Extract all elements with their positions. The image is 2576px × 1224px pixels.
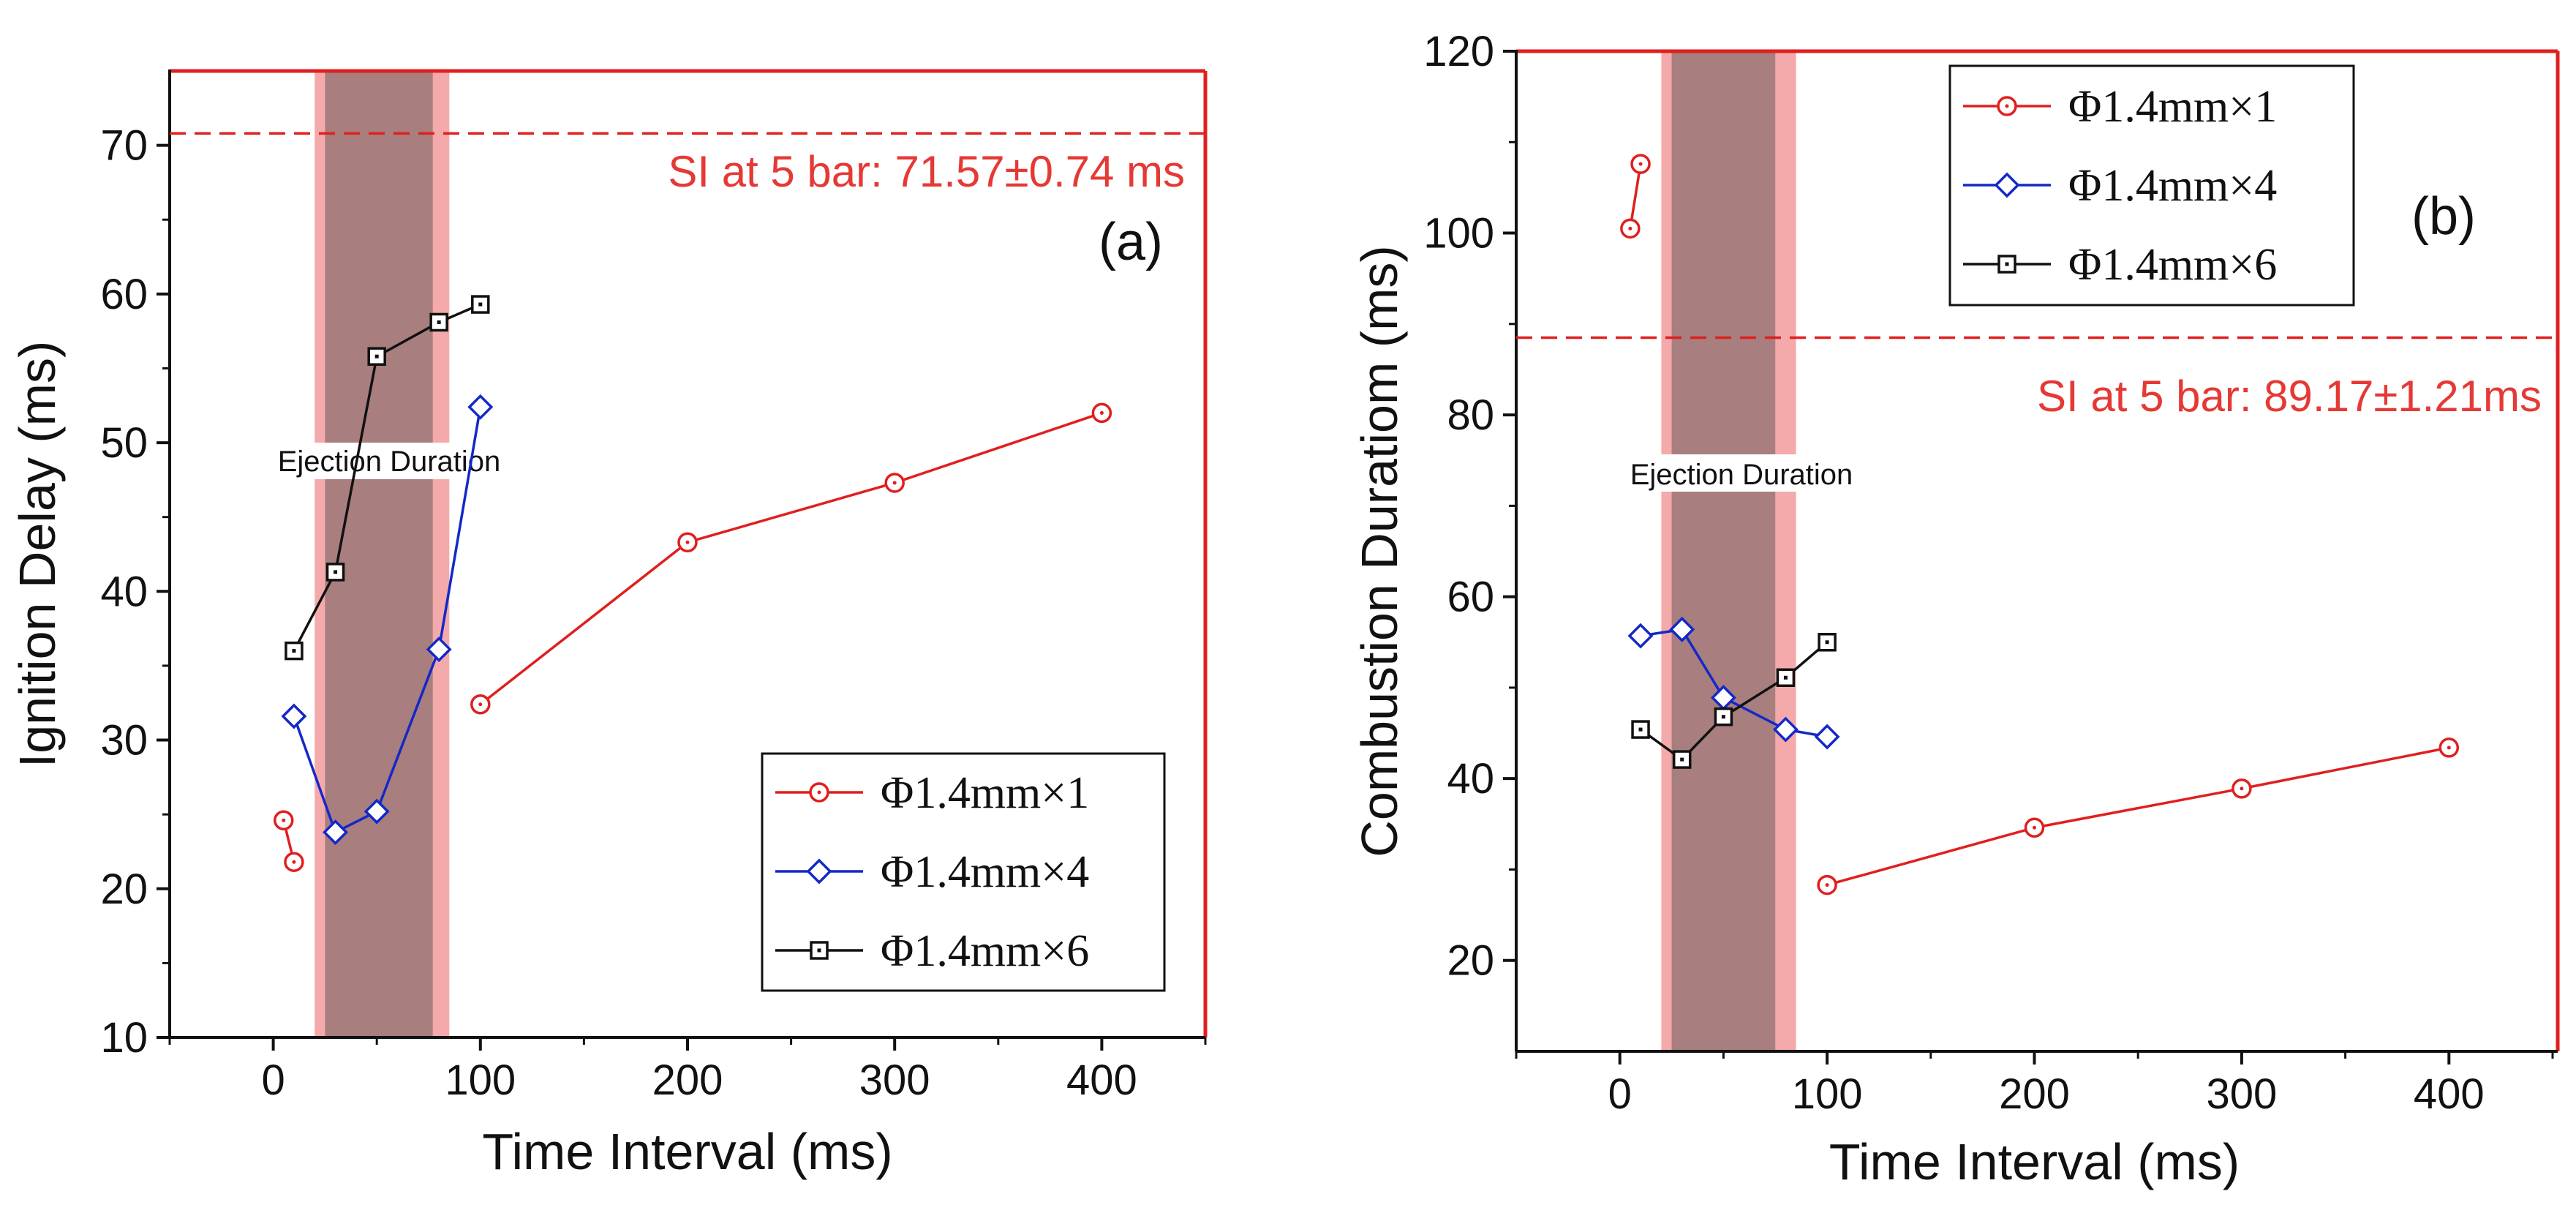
data-point-dot [1099,410,1104,415]
data-point-dot [478,302,483,307]
legend-marker [806,858,832,885]
ejection-label-bg [240,443,538,479]
y-tick-label: 10 [100,1014,148,1062]
data-point [1627,623,1654,649]
x-tick-label: 100 [445,1056,516,1104]
data-point [323,819,349,846]
data-point-dot [282,818,286,822]
x-tick-label: 200 [652,1056,723,1104]
x-axis-title: Time Interval (ms) [1829,1133,2240,1190]
data-point [467,394,494,420]
data-point-dot [1825,883,1829,887]
y-tick-label: 70 [100,122,148,170]
y-tick-label: 80 [1447,391,1494,439]
x-tick-label: 0 [261,1056,285,1104]
data-point-dot [1825,640,1829,645]
y-tick-label: 20 [100,866,148,913]
panel-a: Ejection Duration 0 100 200 300 400 10 20 30 40 50… [9,69,1208,1180]
series-circle [1620,154,2460,896]
series-line [1629,163,1642,229]
series-line [479,411,1102,706]
y-tick-label: 60 [100,271,148,318]
ejection-duration-label: Ejection Duration [278,446,501,478]
legend-marker [1994,172,2020,198]
legend-marker-dot [2005,262,2009,266]
data-point-dot [374,354,379,358]
series-square [1631,633,1837,769]
data-point-dot [292,860,296,864]
data-point-dot [1721,715,1725,719]
series-diamond [281,394,494,846]
x-tick-label: 100 [1792,1070,1863,1118]
data-point-dot [1638,162,1643,166]
data-point [281,703,307,729]
x-tick-label: 200 [1999,1070,2070,1118]
y-tick-label: 100 [1423,210,1494,258]
legend: Φ1.4mm×1 Φ1.4mm×4 Φ1.4mm×6 [761,752,1166,992]
data-point-dot [892,481,897,485]
data-point-dot [1638,727,1643,732]
x-tick-label: 300 [859,1056,930,1104]
x-tick-label: 400 [2414,1070,2485,1118]
data-point-dot [685,540,690,544]
x-tick-label: 0 [1608,1070,1632,1118]
legend-label: Φ1.4mm×6 [881,926,1089,976]
data-point-dot [1628,226,1632,230]
ejection-label-bg [1598,454,1885,492]
y-axis-title: Combustion Duratiom (ms) [1351,245,1408,857]
x-axis-title: Time Interval (ms) [482,1123,892,1180]
panel-b: Ejection Duration 0 100 200 300 400 20 40 60 80 10… [1351,28,2560,1190]
y-tick-label: 50 [100,419,148,467]
data-point-dot [1680,757,1684,762]
data-point-dot [292,649,296,653]
series-diamond [1627,616,1840,750]
series-line [1826,746,2449,887]
data-point [1772,716,1799,743]
legend-label: Φ1.4mm×1 [881,768,1089,818]
series-circle [274,402,1112,872]
data-point-dot [2033,825,2036,830]
y-tick-label: 60 [1447,574,1494,621]
x-tick-label: 300 [2207,1070,2278,1118]
y-tick-label: 20 [1447,937,1494,985]
ejection-band-inner [325,71,433,1037]
legend-marker-dot [817,948,821,953]
legend-label: Φ1.4mm×6 [2068,240,2277,290]
data-point-dot [2447,746,2451,750]
legend-label: Φ1.4mm×1 [2068,82,2277,132]
x-tick-label: 400 [1066,1056,1137,1104]
ejection-band-inner [1671,51,1776,1051]
y-axis-title: Ignition Delay (ms) [9,341,66,768]
y-tick-label: 40 [1447,755,1494,803]
legend-label: Φ1.4mm×4 [881,847,1089,897]
legend-marker-dot [817,790,821,795]
series-square [285,295,490,661]
legend-label: Φ1.4mm×4 [2068,161,2277,211]
data-point [426,637,452,663]
data-point-dot [2240,786,2244,791]
ejection-duration-label: Ejection Duration [1630,459,1853,491]
y-tick-label: 30 [100,717,148,765]
y-tick-label: 40 [100,568,148,615]
si-reference-label: SI at 5 bar: 89.17±1.21ms [2037,372,2542,421]
data-point-dot [1783,675,1788,680]
data-point-dot [334,570,338,574]
panel-label: (b) [2411,187,2476,246]
legend-marker-dot [2005,104,2009,108]
data-point [1669,616,1695,642]
data-point-dot [437,320,441,324]
y-tick-label: 120 [1423,28,1494,75]
si-reference-label: SI at 5 bar: 71.57±0.74 ms [668,147,1185,196]
data-point [1814,724,1840,750]
data-point-dot [478,702,483,707]
data-point [364,798,390,825]
legend: Φ1.4mm×1 Φ1.4mm×4 Φ1.4mm×6 [1948,64,2355,307]
panel-label: (a) [1099,213,1163,271]
